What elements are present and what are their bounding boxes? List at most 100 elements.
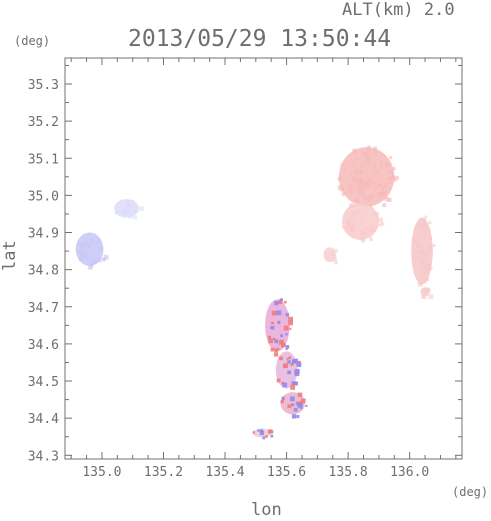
echo-speckle: [374, 186, 377, 189]
cluster-south-mixed-1: [265, 298, 294, 357]
echo-speckle: [270, 347, 275, 352]
echo-speckle: [339, 187, 344, 192]
echo-speckle: [97, 240, 101, 244]
echo-speckle: [386, 162, 390, 167]
echo-speckle: [416, 243, 421, 248]
echo-speckle: [293, 407, 298, 412]
plot-frame: [64, 57, 463, 460]
echo-speckle: [132, 200, 136, 203]
echo-speckle: [425, 267, 429, 272]
echo-speckle: [271, 310, 277, 316]
echo-speckle: [128, 209, 132, 213]
echo-speckle: [428, 220, 432, 225]
echo-speckle: [365, 227, 369, 231]
y-tick-label: 34.9: [28, 227, 59, 242]
echo-speckle: [369, 237, 373, 242]
echo-speckle: [423, 287, 426, 290]
echo-speckle: [364, 182, 369, 186]
echo-speckle: [428, 294, 434, 300]
echo-speckle: [369, 228, 372, 232]
echo-speckle: [291, 381, 296, 386]
echo-speckle: [369, 196, 372, 200]
echo-speckle: [119, 200, 123, 204]
echo-speckle: [360, 221, 364, 225]
y-tick-label: 35.0: [28, 189, 59, 204]
echo-speckle: [286, 357, 289, 360]
echo-speckle: [259, 430, 265, 436]
echo-speckle: [366, 147, 371, 152]
echo-speckle: [85, 240, 89, 244]
echo-speckle: [361, 191, 365, 196]
y-tick-label: 35.2: [28, 115, 59, 130]
echo-speckle: [285, 347, 288, 350]
echo-speckle: [380, 186, 385, 190]
echo-speckle: [290, 396, 295, 402]
echo-speckle: [349, 173, 352, 176]
echo-speckle: [357, 170, 362, 175]
echo-speckle: [373, 146, 377, 151]
echo-speckle: [283, 363, 289, 369]
echo-speckle: [422, 254, 428, 259]
echo-speckle: [380, 164, 383, 168]
echo-speckle: [346, 221, 351, 226]
echo-speckle: [429, 236, 433, 240]
echo-speckle: [422, 288, 425, 292]
echo-speckle: [123, 208, 127, 212]
echo-speckle: [387, 170, 390, 174]
echo-speckle: [426, 277, 430, 281]
cluster-north-receding-tail: [341, 202, 385, 243]
echo-speckle: [80, 252, 83, 256]
echo-speckle: [350, 223, 355, 228]
echo-speckle: [345, 218, 351, 224]
x-tick-label: 135.4: [205, 465, 244, 480]
echo-speckle: [298, 400, 304, 406]
echo-speckle: [284, 300, 287, 304]
echo-speckle: [333, 260, 338, 265]
echo-speckle: [429, 266, 433, 270]
echo-speckle: [352, 163, 355, 167]
echo-speckle: [390, 177, 393, 180]
cluster-body: [114, 199, 139, 218]
echo-speckle: [287, 360, 291, 364]
echo-speckle: [370, 224, 374, 229]
echo-speckle: [378, 217, 383, 223]
echo-speckle: [283, 325, 289, 331]
echo-speckle: [358, 180, 364, 186]
echo-speckle: [363, 195, 367, 199]
echo-speckle: [366, 184, 370, 188]
y-unit-label: (deg): [14, 34, 51, 48]
echo-speckle: [380, 221, 385, 226]
echo-speckle: [418, 250, 423, 255]
echo-speckle: [360, 216, 364, 220]
echo-speckle: [96, 257, 102, 263]
echo-speckle: [132, 205, 135, 208]
echo-speckle: [267, 335, 271, 339]
echo-speckle: [268, 338, 273, 344]
echo-speckle: [276, 378, 281, 383]
echo-speckle: [361, 183, 366, 189]
echo-speckle: [416, 224, 420, 227]
echo-speckle: [364, 181, 367, 184]
x-unit-label: (deg): [452, 485, 489, 499]
echo-speckle: [366, 197, 371, 202]
echo-speckle: [372, 229, 376, 233]
echo-speckle: [426, 263, 430, 268]
echo-speckle: [348, 188, 353, 193]
echo-speckle: [279, 298, 283, 302]
echo-speckle: [421, 294, 426, 299]
echo-speckle: [342, 226, 345, 229]
echo-speckle: [367, 178, 372, 183]
y-tick-label: 34.8: [28, 264, 59, 279]
echo-speckle: [274, 339, 279, 344]
echo-speckle: [368, 194, 374, 199]
echo-speckle: [360, 228, 364, 232]
echo-speckle: [352, 212, 355, 216]
echo-speckle: [432, 244, 436, 247]
echo-speckle: [114, 210, 119, 215]
echo-speckle: [360, 170, 364, 174]
echo-speckle: [90, 238, 94, 242]
echo-speckle: [424, 230, 428, 234]
echo-speckle: [349, 227, 355, 233]
cluster-west-approaching-1: [75, 232, 109, 270]
